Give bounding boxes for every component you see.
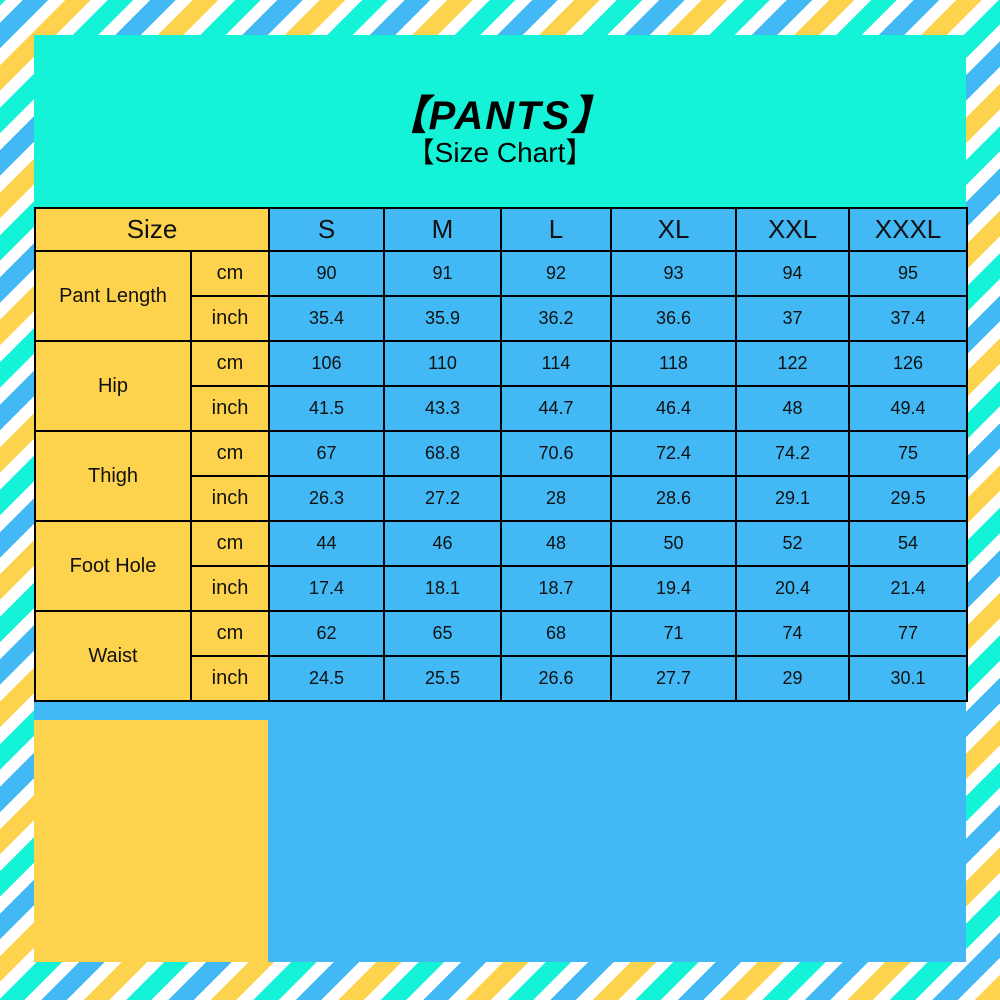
value-cell: 30.1: [848, 655, 969, 702]
value-cell: 49.4: [848, 385, 969, 432]
unit-label: cm: [189, 430, 271, 477]
value-cell: 106: [268, 340, 386, 387]
unit-label: cm: [189, 610, 271, 657]
value-cell: 68.8: [383, 430, 503, 477]
measurement-label: Pant Length: [34, 250, 192, 342]
value-cell: 27.7: [610, 655, 738, 702]
size-header: Size: [33, 207, 271, 252]
value-cell: 17.4: [268, 565, 386, 612]
value-cell: 114: [500, 340, 613, 387]
value-cell: 35.9: [383, 295, 503, 342]
value-cell: 29.5: [848, 475, 969, 522]
measurement-label: Foot Hole: [34, 520, 192, 612]
value-cell: 36.6: [610, 295, 738, 342]
value-cell: 91: [383, 250, 503, 297]
value-cell: 26.3: [268, 475, 386, 522]
measurement-label: Thigh: [34, 430, 192, 522]
value-cell: 28: [500, 475, 613, 522]
value-cell: 94: [735, 250, 851, 297]
value-cell: 122: [735, 340, 851, 387]
value-cell: 41.5: [268, 385, 386, 432]
unit-label: inch: [189, 655, 271, 702]
value-cell: 27.2: [383, 475, 503, 522]
value-cell: 68: [500, 610, 613, 657]
filler-area: [34, 720, 268, 962]
value-cell: 75: [848, 430, 969, 477]
value-cell: 18.7: [500, 565, 613, 612]
unit-label: cm: [189, 250, 271, 297]
value-cell: 110: [383, 340, 503, 387]
value-cell: 67: [268, 430, 386, 477]
value-cell: 29: [735, 655, 851, 702]
value-cell: 44: [268, 520, 386, 567]
unit-label: cm: [189, 520, 271, 567]
value-cell: 90: [268, 250, 386, 297]
table-row: inch 24.5 25.5 26.6 27.7 29 30.1: [35, 655, 969, 702]
value-cell: 118: [610, 340, 738, 387]
value-cell: 37.4: [848, 295, 969, 342]
header: 【PANTS】 【Size Chart】: [34, 35, 966, 207]
value-cell: 25.5: [383, 655, 503, 702]
table-row: inch 17.4 18.1 18.7 19.4 20.4 21.4: [35, 565, 969, 612]
unit-label: cm: [189, 340, 271, 387]
value-cell: 74.2: [735, 430, 851, 477]
size-chart-panel: 【PANTS】 【Size Chart】 Size S M L XL XXL XXXL P…: [33, 35, 969, 962]
value-cell: 92: [500, 250, 613, 297]
unit-label: inch: [189, 295, 271, 342]
value-cell: 72.4: [610, 430, 738, 477]
value-cell: 35.4: [268, 295, 386, 342]
value-cell: 46: [383, 520, 503, 567]
value-cell: 93: [610, 250, 738, 297]
value-cell: 126: [848, 340, 969, 387]
header-row: Size S M L XL XXL XXXL: [33, 207, 969, 252]
value-cell: 28.6: [610, 475, 738, 522]
title: 【PANTS】: [386, 94, 614, 138]
value-cell: 77: [848, 610, 969, 657]
value-cell: 70.6: [500, 430, 613, 477]
value-cell: 37: [735, 295, 851, 342]
size-column-header: L: [500, 207, 613, 252]
value-cell: 52: [735, 520, 851, 567]
unit-label: inch: [189, 385, 271, 432]
size-column-header: S: [268, 207, 386, 252]
measurement-label: Waist: [34, 610, 192, 702]
value-cell: 20.4: [735, 565, 851, 612]
size-column-header: XXL: [735, 207, 851, 252]
table-row: Foot Hole cm 44 46 48 50 52 54: [34, 520, 969, 612]
value-cell: 29.1: [735, 475, 851, 522]
value-cell: 74: [735, 610, 851, 657]
value-cell: 95: [848, 250, 969, 297]
table-row: Waist cm 62 65 68 71 74 77: [34, 610, 969, 702]
value-cell: 71: [610, 610, 738, 657]
value-cell: 65: [383, 610, 503, 657]
value-cell: 18.1: [383, 565, 503, 612]
unit-label: inch: [189, 565, 271, 612]
value-cell: 36.2: [500, 295, 613, 342]
value-cell: 24.5: [268, 655, 386, 702]
size-column-header: M: [383, 207, 503, 252]
unit-label: inch: [189, 475, 271, 522]
table-row: Pant Length cm 90 91 92 93 94 95: [34, 250, 969, 342]
table-row: inch 41.5 43.3 44.7 46.4 48 49.4: [35, 385, 969, 432]
size-table: Size S M L XL XXL XXXL Pant Length cm 90 91 92 93 9…: [33, 207, 969, 702]
value-cell: 19.4: [610, 565, 738, 612]
table-row: inch 35.4 35.9 36.2 36.6 37 37.4: [35, 295, 969, 342]
measurement-label: Hip: [34, 340, 192, 432]
value-cell: 44.7: [500, 385, 613, 432]
value-cell: 50: [610, 520, 738, 567]
value-cell: 26.6: [500, 655, 613, 702]
table-row: Hip cm 106 110 114 118 122 126: [34, 340, 969, 432]
size-column-header: XXXL: [848, 207, 969, 252]
subtitle: 【Size Chart】: [406, 137, 594, 168]
value-cell: 21.4: [848, 565, 969, 612]
value-cell: 43.3: [383, 385, 503, 432]
value-cell: 48: [735, 385, 851, 432]
value-cell: 54: [848, 520, 969, 567]
value-cell: 46.4: [610, 385, 738, 432]
value-cell: 62: [268, 610, 386, 657]
size-column-header: XL: [610, 207, 738, 252]
value-cell: 48: [500, 520, 613, 567]
table-row: inch 26.3 27.2 28 28.6 29.1 29.5: [35, 475, 969, 522]
table-row: Thigh cm 67 68.8 70.6 72.4 74.2 75: [34, 430, 969, 522]
